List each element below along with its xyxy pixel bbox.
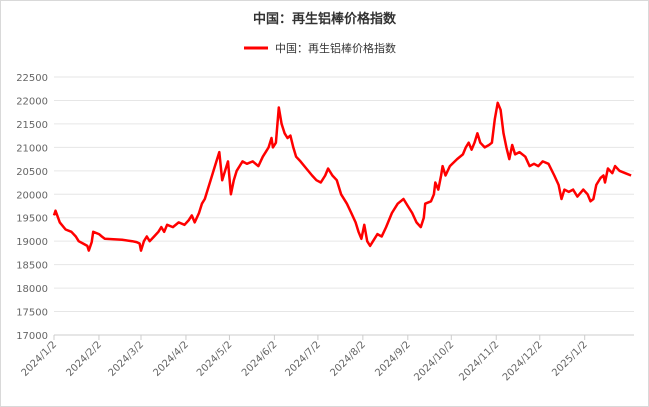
x-tick-label: 2024/3/2 (107, 339, 147, 379)
series-line[interactable] (52, 101, 632, 252)
y-tick-label: 19000 (16, 237, 48, 248)
chart-title: 中国：再生铝棒价格指数 (253, 11, 397, 27)
x-tick-label: 2024/6/2 (240, 339, 280, 379)
y-tick-label: 18500 (16, 261, 48, 272)
legend[interactable]: 中国：再生铝棒价格指数 (244, 41, 396, 55)
y-tick-label: 22000 (16, 96, 48, 107)
y-tick-label: 22500 (16, 73, 48, 84)
y-tick-label: 21500 (16, 120, 48, 131)
x-tick-label: 2024/8/2 (328, 339, 368, 379)
x-tick-label: 2024/4/2 (152, 339, 192, 379)
x-tick-label: 2024/7/2 (283, 339, 323, 379)
y-tick-label: 19500 (16, 214, 48, 225)
x-tick-label: 2024/1/2 (20, 339, 60, 379)
x-tick-label: 2024/9/2 (373, 339, 413, 379)
plot-area (52, 101, 632, 252)
x-tick-label: 2024/11/2 (457, 339, 501, 383)
grid-lines (54, 76, 634, 336)
x-axis: 2024/1/2 2024/2/2 2024/3/2 2024/4/2 2024/5/2… (20, 335, 590, 383)
x-tick-label: 2025/1/2 (550, 339, 590, 379)
x-tick-label: 2024/5/2 (195, 339, 235, 379)
x-tick-label: 2024/10/2 (412, 339, 456, 383)
y-tick-label: 20000 (16, 190, 48, 201)
y-tick-label: 17500 (16, 308, 48, 319)
y-tick-label: 17000 (16, 331, 48, 342)
y-axis: 17000 17500 18000 18500 19000 19500 20000 20500… (16, 73, 48, 342)
x-tick-label: 2024/2/2 (65, 339, 105, 379)
legend-label: 中国：再生铝棒价格指数 (275, 41, 396, 55)
y-tick-label: 21000 (16, 143, 48, 154)
y-tick-label: 20500 (16, 167, 48, 178)
x-tick-label: 2024/12/2 (501, 339, 545, 383)
y-tick-label: 18000 (16, 284, 48, 295)
